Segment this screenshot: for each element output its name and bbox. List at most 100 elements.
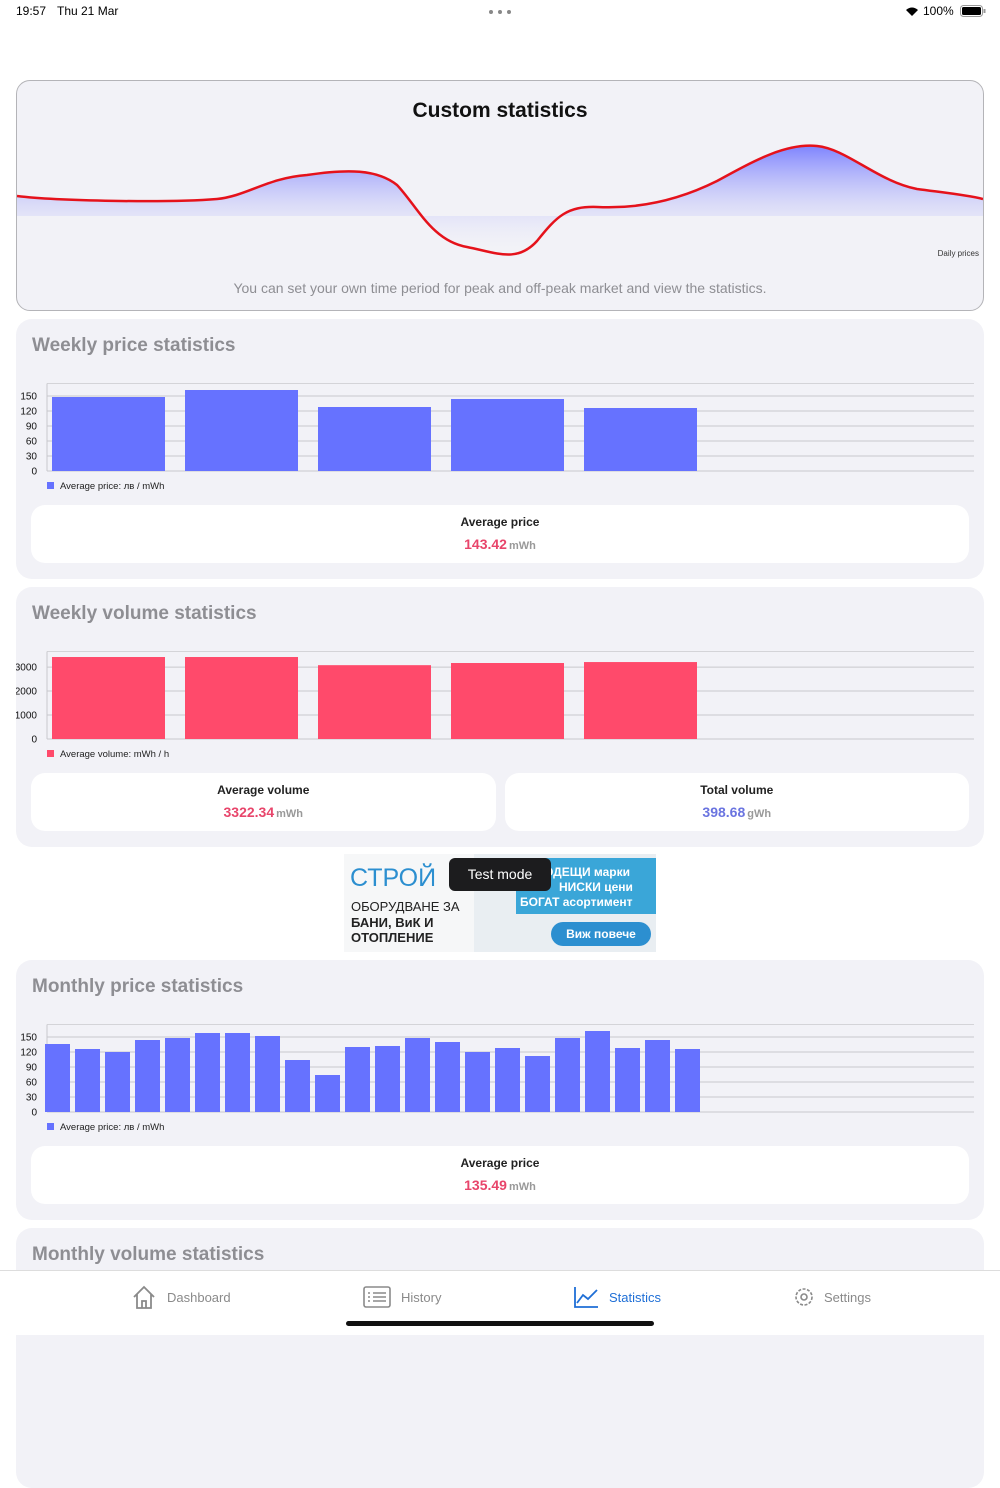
ad-offer: ОДЕЩИ марки [544, 865, 631, 879]
bar [345, 1047, 370, 1112]
stat-value: 398.68 [702, 804, 746, 820]
y-tick-label: 1000 [16, 711, 37, 722]
y-tick-label: 3000 [16, 663, 37, 674]
tab-label: Settings [824, 1289, 871, 1305]
bar [105, 1052, 130, 1112]
y-tick-label: 60 [26, 437, 38, 448]
legend-label: Average price: лв / mWh [60, 481, 164, 492]
stat-value-row: 3322.34 mWh [31, 804, 496, 820]
custom-area [17, 145, 983, 255]
legend-label: Average volume: mWh / h [60, 749, 169, 760]
y-tick-label: 90 [26, 1063, 38, 1074]
bar [52, 397, 165, 471]
y-tick-label: 150 [20, 392, 37, 403]
bar [318, 665, 431, 739]
bar [451, 399, 564, 471]
legend-swatch [47, 750, 54, 757]
ad-offer: БОГАТ асортимент [520, 895, 633, 909]
y-tick-label: 30 [26, 452, 38, 463]
card-title: Monthly volume statistics [32, 1244, 265, 1265]
custom-title: Custom statistics [412, 99, 588, 122]
tab[interactable]: History [363, 1282, 441, 1312]
bar [315, 1075, 340, 1112]
wifi-icon [906, 7, 918, 16]
bar [318, 407, 431, 471]
tab[interactable]: Settings [794, 1282, 871, 1312]
tab[interactable]: Dashboard [131, 1282, 231, 1312]
bar [165, 1038, 190, 1112]
tab-icon [574, 1287, 598, 1308]
bar [52, 657, 165, 739]
bar [285, 1060, 310, 1112]
stat-card: Monthly volume statistics [16, 1228, 984, 1488]
ad-line: ОБОРУДВАНЕ ЗА [351, 899, 460, 914]
battery-text: 100% [923, 4, 954, 18]
bar [584, 662, 697, 739]
legend-swatch [47, 1123, 54, 1130]
tab-icon [363, 1286, 391, 1308]
stat-value-row: 143.42 mWh [31, 536, 969, 552]
bar [465, 1052, 490, 1112]
tab-label: Dashboard [167, 1289, 231, 1305]
bar [75, 1049, 100, 1112]
card-title: Weekly volume statistics [32, 603, 257, 624]
ad-offer: НИСКИ цени [559, 880, 633, 894]
card-title: Weekly price statistics [32, 335, 236, 356]
stat-label: Total volume [700, 783, 774, 797]
stat-value: 135.49 [464, 1177, 507, 1193]
card-title: Monthly price statistics [32, 976, 244, 997]
stat-unit: mWh [276, 808, 303, 820]
bar-chart: 0 1000 2000 3000 Average volume: mWh / h [16, 651, 974, 760]
y-tick-label: 2000 [16, 687, 37, 698]
bar [135, 1040, 160, 1112]
bar [615, 1048, 640, 1112]
stat-value: 3322.34 [223, 804, 275, 820]
bar [405, 1038, 430, 1112]
ad-button[interactable]: Виж повече [551, 922, 651, 946]
bar [255, 1036, 280, 1112]
home-indicator [346, 1321, 654, 1326]
screen: 19:57 Thu 21 Mar 100% Custom statistics … [0, 4, 1000, 1488]
y-tick-label: 30 [26, 1093, 38, 1104]
bar [584, 408, 697, 471]
legend-swatch [47, 482, 54, 489]
ad-line: ОТОПЛЕНИЕ [351, 930, 434, 945]
stat-card: Weekly price statistics 0 30 60 90 120 150 Aver… [16, 319, 984, 579]
bar [451, 663, 564, 739]
custom-card[interactable]: Custom statistics Daily prices You can s… [16, 80, 984, 311]
bar [185, 390, 298, 471]
ad-brand: СТРОЙ [350, 864, 437, 892]
bar [495, 1048, 520, 1112]
status-time: 19:57 [16, 4, 47, 18]
tab-icon [795, 1288, 813, 1306]
bar [525, 1056, 550, 1112]
y-tick-label: 90 [26, 422, 38, 433]
tab[interactable]: Statistics [573, 1282, 661, 1312]
y-tick-label: 120 [20, 407, 37, 418]
legend-label: Average price: лв / mWh [60, 1122, 164, 1133]
stat-value-row: 135.49 mWh [31, 1177, 969, 1193]
bar [225, 1033, 250, 1112]
stat-card: Weekly volume statistics 0 1000 2000 3000 Ave… [16, 587, 984, 847]
chart-label: Daily prices [938, 249, 979, 258]
dots [489, 10, 511, 14]
bar-chart: 0 30 60 90 120 150 Average price: лв / mWh [20, 1024, 974, 1133]
stat-label: Average price [460, 1156, 540, 1170]
bar [585, 1031, 610, 1112]
stat-box: Average price 143.42 mWh [31, 505, 969, 563]
status-date: Thu 21 Mar [57, 4, 119, 18]
battery-icon [960, 5, 986, 17]
y-tick-label: 60 [26, 1078, 38, 1089]
stat-box: Average volume 3322.34 mWh [31, 773, 496, 831]
bar [195, 1033, 220, 1112]
tab-icon [133, 1285, 155, 1309]
stat-label: Average price [460, 515, 540, 529]
bar [435, 1042, 460, 1112]
custom-line [17, 144, 983, 256]
ad-banner[interactable]: СТРОЙ ОБОРУДВАНЕ ЗА БАНИ, ВиК И ОТОПЛЕНИ… [344, 854, 656, 952]
stat-box: Total volume 398.68 gWh [504, 773, 970, 831]
y-tick-label: 0 [31, 735, 37, 746]
stat-label: Average volume [217, 783, 310, 797]
stat-value-row: 398.68 gWh [505, 804, 970, 820]
y-tick-label: 120 [20, 1048, 37, 1059]
